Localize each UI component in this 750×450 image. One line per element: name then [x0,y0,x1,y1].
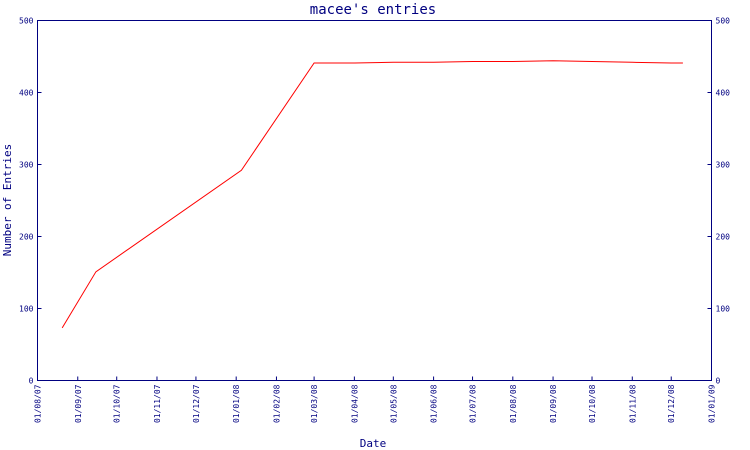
x-axis: 01/08/07 01/09/07 01/10/07 01/11/07 01/12/07… [34,376,717,423]
y-tick-label-right: 300 [716,161,731,170]
x-tick-label: 01/02/08 [272,384,281,423]
x-tick-label: 01/08/08 [509,384,518,423]
series-group [61,60,683,329]
x-tick-label: 01/08/07 [34,384,43,423]
y-tick-label-left: 0 [29,377,34,386]
y-tick-label-left: 300 [19,161,34,170]
x-tick-label: 01/07/08 [469,384,478,423]
x-tick-label: 01/11/08 [628,384,637,423]
y-tick-label-left: 100 [19,305,34,314]
y-tick-label-right: 400 [716,89,731,98]
y-axis-right: 0 100 200 300 400 500 [707,17,731,386]
x-tick-label: 01/12/08 [667,384,676,423]
x-tick-label: 01/09/08 [549,384,558,423]
x-tick-label: 01/01/08 [232,384,241,423]
plot-frame [37,20,712,381]
x-tick-label: 01/03/08 [310,384,319,423]
series-line [61,60,683,329]
x-tick-label: 01/06/08 [430,384,439,423]
x-tick-label: 01/01/09 [708,384,717,423]
x-tick-label: 01/05/08 [389,384,398,423]
y-tick-label-right: 100 [716,305,731,314]
x-tick-label: 01/11/07 [153,384,162,423]
y-axis-label: Number of Entries [1,144,14,257]
y-tick-label-left: 400 [19,89,34,98]
x-axis-label: Date [360,437,387,450]
x-tick-label: 01/04/08 [350,384,359,423]
y-tick-label-right: 500 [716,17,731,26]
x-tick-label: 01/10/08 [588,384,597,423]
chart-title: macee's entries [310,2,436,18]
y-tick-label-right: 200 [716,233,731,242]
x-tick-label: 01/12/07 [192,384,201,423]
x-tick-label: 01/10/07 [113,384,122,423]
y-tick-label-right: 0 [716,377,721,386]
y-axis-left: 0 100 200 300 400 500 [19,17,42,386]
y-tick-label-left: 200 [19,233,34,242]
x-tick-label: 01/09/07 [74,384,83,423]
y-tick-label-left: 500 [19,17,34,26]
